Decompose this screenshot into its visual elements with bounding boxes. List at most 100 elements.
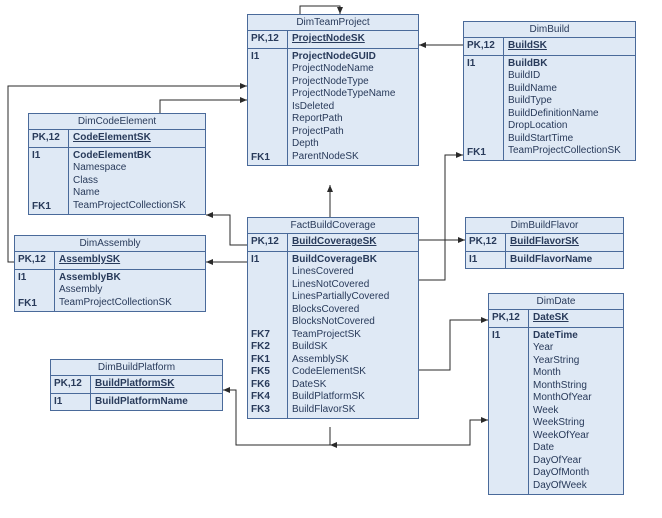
cell: I1: [492, 330, 525, 341]
field: BuildFlavorName: [510, 254, 619, 267]
cell: FK1: [467, 147, 500, 158]
cell: I1: [54, 396, 87, 407]
key-list: I1 FK7FK2FK1FK5FK6FK4FK3: [248, 252, 288, 419]
cell: I1: [467, 58, 500, 69]
pk-field: BuildSK: [508, 40, 631, 53]
field: WeekString: [533, 417, 619, 430]
field: BuildDefinitionName: [508, 108, 631, 121]
field: CodeElementBK: [73, 150, 201, 163]
field: BuildPlatformName: [95, 396, 218, 409]
table-dimassembly: DimAssembly PK,12 AssemblySK I1FK1 Assem…: [14, 235, 206, 312]
table-dimbuildplatform: DimBuildPlatform PK,12 BuildPlatformSK I…: [50, 359, 223, 411]
cell: FK7: [251, 329, 284, 342]
field: WeekOfYear: [533, 430, 619, 443]
field: DayOfMonth: [533, 467, 619, 480]
field: YearString: [533, 355, 619, 368]
cell: PK,12: [492, 312, 525, 323]
field: BuildStartTime: [508, 133, 631, 146]
field: Week: [533, 405, 619, 418]
cell: [251, 279, 284, 292]
pk-field: ProjectNodeSK: [292, 33, 414, 46]
field: TeamProjectCollectionSK: [508, 145, 631, 158]
field: MonthOfYear: [533, 392, 619, 405]
field: DateSK: [292, 379, 414, 392]
field: BuildID: [508, 70, 631, 83]
field: BuildSK: [292, 341, 414, 354]
table-title: DimDate: [489, 294, 623, 310]
field: ProjectNodeGUID: [292, 51, 414, 64]
table-factbuildcoverage: FactBuildCoverage PK,12 BuildCoverageSK …: [247, 217, 419, 419]
field: AssemblyBK: [59, 272, 201, 285]
table-dimbuild: DimBuild PK,12 BuildSK I1 FK1 BuildBKBuil…: [463, 21, 636, 161]
field: BuildFlavorSK: [292, 404, 414, 417]
cell: PK,12: [251, 236, 284, 247]
field: Class: [73, 175, 201, 188]
field: DropLocation: [508, 120, 631, 133]
field: BuildType: [508, 95, 631, 108]
field: Date: [533, 442, 619, 455]
cell: FK6: [251, 379, 284, 392]
er-diagram: DimTeamProject PK,12 ProjectNodeSK I1FK1…: [0, 0, 662, 518]
cell: PK,12: [54, 378, 87, 389]
cell: FK1: [18, 298, 51, 309]
pk-field: CodeElementSK: [73, 132, 201, 145]
cell: I1: [251, 51, 284, 62]
cell: PK,12: [32, 132, 65, 143]
cell: FK1: [251, 354, 284, 367]
field-list: CodeElementBKNamespaceClassNameTeamProje…: [69, 148, 205, 215]
field-list: DateTimeYearYearStringMonthMonthStringMo…: [529, 328, 623, 495]
table-title: DimAssembly: [15, 236, 205, 252]
field: BlocksNotCovered: [292, 316, 414, 329]
field: TeamProjectCollectionSK: [59, 297, 201, 310]
pk-field: BuildCoverageSK: [292, 236, 414, 249]
pk-field: DateSK: [533, 312, 619, 325]
cell: [251, 291, 284, 304]
field: Year: [533, 342, 619, 355]
field: DayOfWeek: [533, 480, 619, 493]
field: ProjectNodeName: [292, 63, 414, 76]
cell: PK,12: [18, 254, 51, 265]
cell: FK3: [251, 404, 284, 417]
table-title: DimBuild: [464, 22, 635, 38]
table-dimcodeelement: DimCodeElement PK,12 CodeElementSK I1FK1…: [28, 113, 206, 215]
field: ProjectNodeType: [292, 76, 414, 89]
cell: [251, 266, 284, 279]
cell: PK,12: [469, 236, 502, 247]
field: Depth: [292, 138, 414, 151]
field: DateTime: [533, 330, 619, 343]
table-dimbuildflavor: DimBuildFlavor PK,12 BuildFlavorSK I1 Bu…: [465, 217, 624, 269]
table-title: DimBuildPlatform: [51, 360, 222, 376]
pk-field: BuildPlatformSK: [95, 378, 218, 391]
field: ProjectNodeTypeName: [292, 88, 414, 101]
field-list: AssemblyBKAssemblyTeamProjectCollectionS…: [55, 270, 205, 312]
cell: I1: [251, 254, 284, 267]
cell: FK4: [251, 391, 284, 404]
field: BuildName: [508, 83, 631, 96]
field: Namespace: [73, 162, 201, 175]
table-title: DimCodeElement: [29, 114, 205, 130]
table-title: FactBuildCoverage: [248, 218, 418, 234]
cell: FK1: [32, 201, 65, 212]
field: IsDeleted: [292, 101, 414, 114]
table-title: DimBuildFlavor: [466, 218, 623, 234]
pk-field: BuildFlavorSK: [510, 236, 619, 249]
cell: PK,12: [467, 40, 500, 51]
field: AssemblySK: [292, 354, 414, 367]
field: LinesNotCovered: [292, 279, 414, 292]
field: Month: [533, 367, 619, 380]
field: CodeElementSK: [292, 366, 414, 379]
cell: FK1: [251, 152, 284, 163]
cell: FK2: [251, 341, 284, 354]
field-list: BuildCoverageBKLinesCoveredLinesNotCover…: [288, 252, 418, 419]
field: MonthString: [533, 380, 619, 393]
field-list: ProjectNodeGUIDProjectNodeNameProjectNod…: [288, 49, 418, 166]
field: BuildPlatformSK: [292, 391, 414, 404]
field: TeamProjectSK: [292, 329, 414, 342]
field: DayOfYear: [533, 455, 619, 468]
field-list: BuildBKBuildIDBuildNameBuildTypeBuildDef…: [504, 56, 635, 160]
field: BuildCoverageBK: [292, 254, 414, 267]
field: Name: [73, 187, 201, 200]
field: ReportPath: [292, 113, 414, 126]
field: LinesCovered: [292, 266, 414, 279]
pk-field: AssemblySK: [59, 254, 201, 267]
